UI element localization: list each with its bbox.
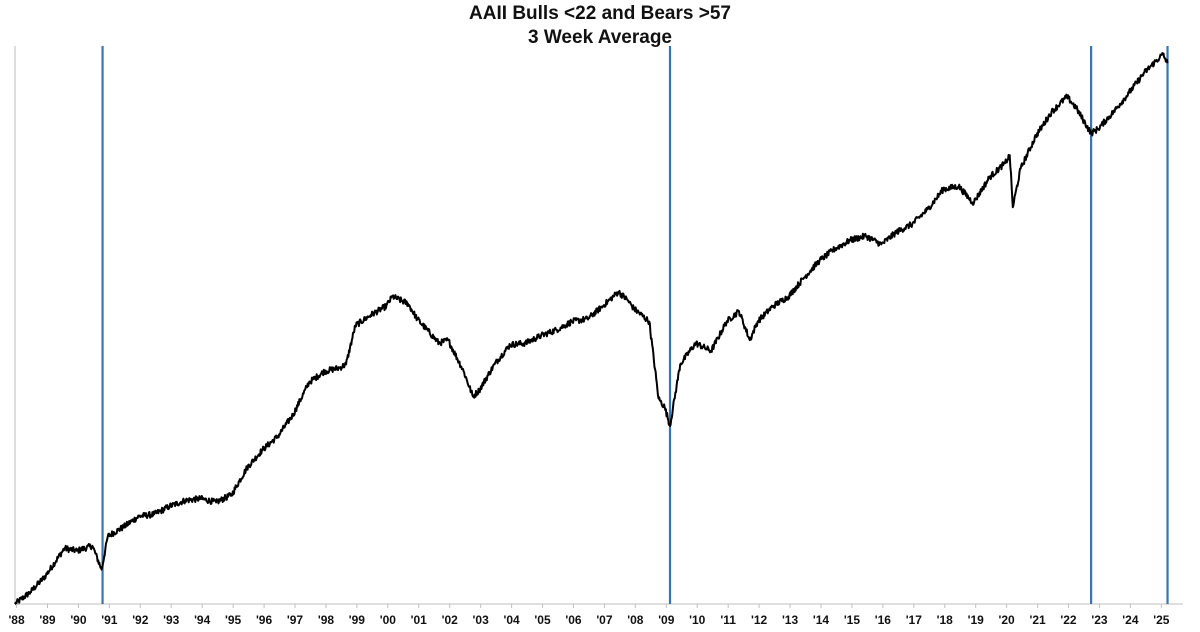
x-tick-label: '07: [596, 613, 613, 627]
x-tick-label: '89: [39, 613, 56, 627]
x-tick-label: '93: [163, 613, 180, 627]
x-tick-label: '05: [534, 613, 551, 627]
x-tick-label: '03: [473, 613, 490, 627]
chart-title-block: AAII Bulls <22 and Bears >57 3 Week Aver…: [0, 2, 1200, 50]
x-tick-label: '22: [1060, 613, 1077, 627]
series-line-1: [14, 52, 1169, 606]
x-tick-label: '16: [875, 613, 892, 627]
x-tick-label: '91: [101, 613, 118, 627]
x-tick-label: '23: [1091, 613, 1108, 627]
x-tick-label: '24: [1122, 613, 1139, 627]
series-layer: [14, 52, 1169, 606]
x-tick-label: '98: [318, 613, 335, 627]
x-tick-label: '18: [937, 613, 954, 627]
x-tick-label: '20: [999, 613, 1016, 627]
x-tick-label: '13: [782, 613, 799, 627]
x-tick-label: '01: [411, 613, 428, 627]
x-tick-label: '08: [627, 613, 644, 627]
x-tick-label: '00: [380, 613, 397, 627]
x-tick-label: '12: [751, 613, 768, 627]
x-tick-label: '14: [813, 613, 830, 627]
x-tick-label: '99: [349, 613, 366, 627]
x-tick-label: '21: [1029, 613, 1046, 627]
x-tick-label: '92: [132, 613, 149, 627]
x-tick-label: '19: [968, 613, 985, 627]
x-tick-label: '97: [287, 613, 304, 627]
x-tick-label: '15: [844, 613, 861, 627]
x-tick-label: '06: [565, 613, 582, 627]
x-axis-ticks: '88 '89 '90 '91 '92 '93 '94 '95 '96 '97 '98 '99 '00 '…: [8, 604, 1170, 627]
x-tick-label: '95: [225, 613, 242, 627]
x-tick-label: '88: [8, 613, 25, 627]
x-tick-label: '94: [194, 613, 211, 627]
x-tick-label: '90: [70, 613, 87, 627]
x-tick-label: '02: [442, 613, 459, 627]
chart-title: AAII Bulls <22 and Bears >57: [469, 3, 731, 24]
chart-axes: [14, 46, 1183, 605]
vertical-markers: [101, 46, 1169, 604]
x-tick-label: '09: [658, 613, 675, 627]
x-tick-label: '96: [256, 613, 273, 627]
x-tick-label: '25: [1153, 613, 1170, 627]
x-tick-label: '17: [906, 613, 923, 627]
x-tick-label: '04: [503, 613, 520, 627]
x-tick-label: '10: [689, 613, 706, 627]
x-tick-label: '11: [720, 613, 736, 627]
chart-subtitle: 3 Week Average: [528, 27, 672, 48]
